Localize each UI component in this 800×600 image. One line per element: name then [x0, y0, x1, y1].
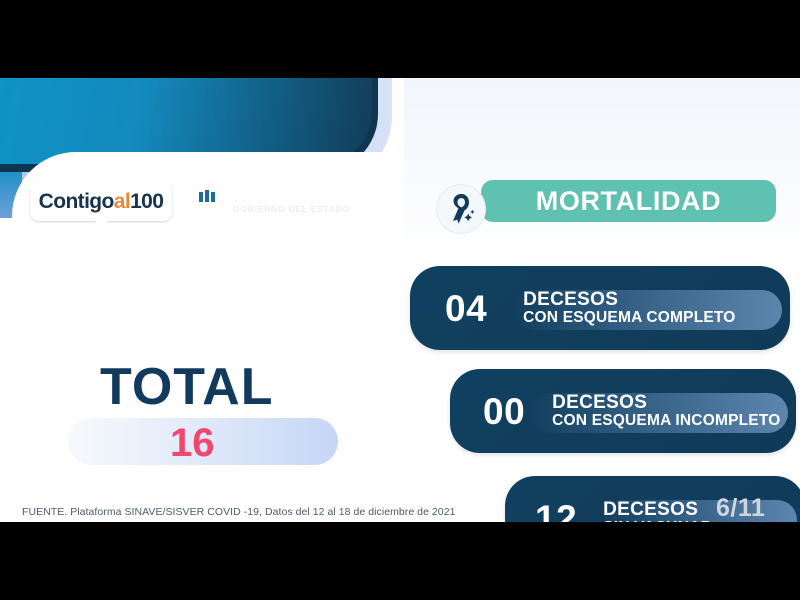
total-label: TOTAL	[100, 358, 274, 416]
stat-label-primary: DECESOS	[603, 499, 699, 521]
stat-card-complete-scheme: 04 DECESOS CON ESQUEMA COMPLETO	[410, 266, 790, 350]
coat-of-arms-icon	[190, 178, 224, 224]
contigo-label: Contigo	[38, 189, 115, 213]
stat-number: 00	[483, 390, 526, 432]
source-note: FUENTE. Plataforma SINAVE/SISVER COVID -…	[22, 506, 456, 518]
contigo-al-100-logo: Contigoal100	[30, 181, 172, 229]
stat-number: 04	[445, 287, 488, 329]
header-band	[0, 78, 372, 164]
card-highlight	[530, 393, 788, 433]
card-highlight	[514, 290, 782, 330]
stat-card-unvaccinated: 12 DECESOS SIN VACUNAR	[505, 476, 800, 522]
total-value: 16	[170, 421, 215, 465]
government-name: AGUASCALIENTES	[233, 187, 376, 204]
awareness-ribbon-icon	[436, 184, 486, 234]
card-highlight	[602, 500, 797, 522]
letterbox-bottom	[0, 522, 800, 600]
stat-label-secondary: SIN VACUNAR	[603, 519, 712, 522]
government-subtitle: GOBIERNO DEL ESTADO	[233, 203, 351, 214]
stat-card-incomplete-scheme: 00 DECESOS CON ESQUEMA INCOMPLETO	[450, 369, 796, 453]
letterbox-top	[0, 0, 800, 78]
stat-label-secondary: CON ESQUEMA COMPLETO	[523, 308, 736, 326]
government-branding: AGUASCALIENTES GOBIERNO DEL ESTADO	[190, 178, 376, 224]
speech-bubble-tail	[94, 220, 108, 229]
hundred-label: 100	[130, 189, 164, 213]
page-number: 6/11	[716, 494, 766, 522]
slide-title-bar: MORTALIDAD	[481, 180, 776, 222]
stat-label-primary: DECESOS	[523, 289, 619, 311]
presentation-slide: Contigoal100 AGUASCALIENTES GOBIERNO D	[0, 78, 800, 522]
stat-label-secondary: CON ESQUEMA INCOMPLETO	[552, 411, 781, 429]
total-pill	[68, 418, 338, 465]
stat-number: 12	[535, 497, 578, 523]
al-label: al	[113, 189, 131, 213]
stat-label-primary: DECESOS	[552, 392, 648, 414]
page-title: MORTALIDAD	[535, 185, 722, 216]
